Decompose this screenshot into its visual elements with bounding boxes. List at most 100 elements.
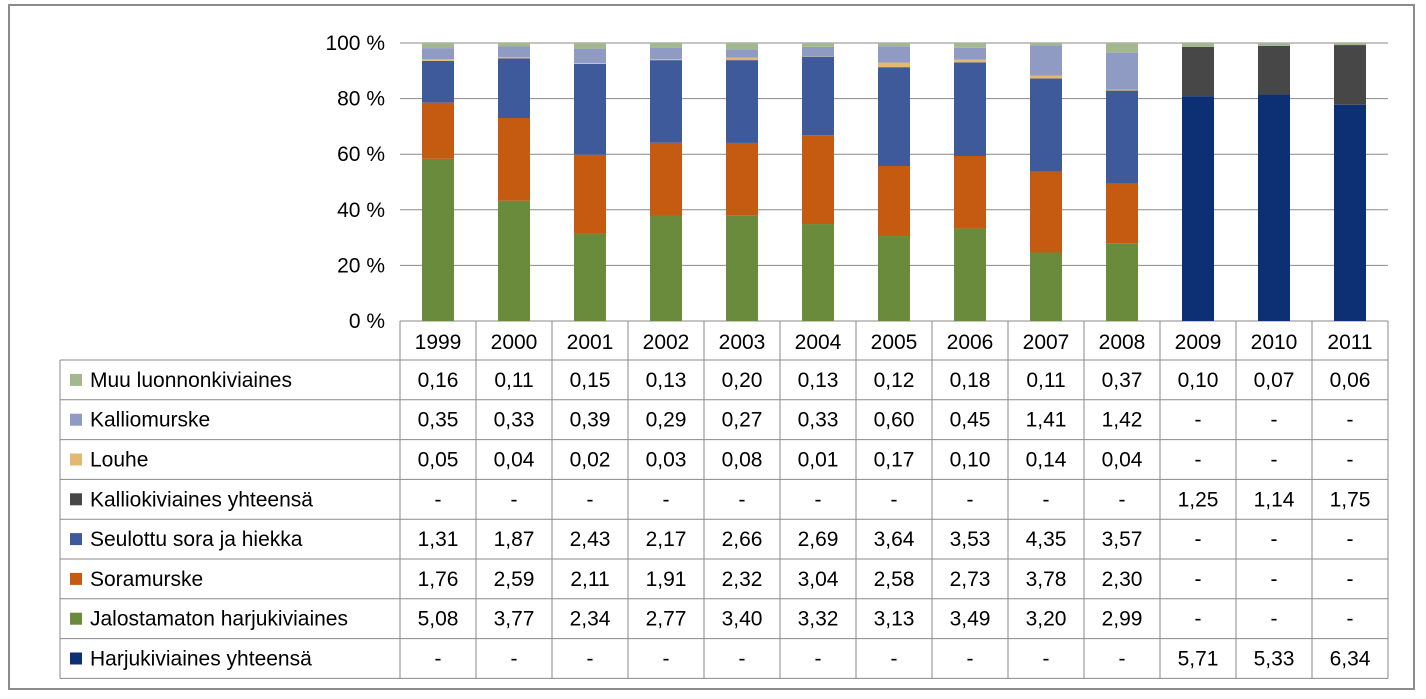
bar-segment xyxy=(802,46,834,57)
data-label: - xyxy=(1043,488,1050,511)
data-label: 3,77 xyxy=(494,608,535,631)
bar-segment xyxy=(498,58,530,119)
bar-segment xyxy=(650,47,682,59)
legend-key xyxy=(70,612,82,625)
data-label: 5,33 xyxy=(1254,648,1295,671)
data-table: 1999 2000 2001 2002 2003 2004 2005 2006 2007 2008… xyxy=(59,321,1389,679)
bar-segment xyxy=(574,43,606,49)
bar-segment xyxy=(650,60,682,143)
data-label: 4,35 xyxy=(1026,528,1067,551)
data-label: 1,41 xyxy=(1026,409,1067,432)
bar-segment xyxy=(422,158,454,321)
x-category-label: 2011 xyxy=(1327,331,1372,354)
x-category-label: 2008 xyxy=(1099,331,1146,354)
data-label: 0,11 xyxy=(1026,369,1065,392)
bar-segment xyxy=(1106,90,1138,184)
data-label: 0,18 xyxy=(950,369,991,392)
y-tick-label: 20 % xyxy=(337,254,385,277)
data-label: - xyxy=(1195,568,1202,591)
bar-segment xyxy=(650,215,682,321)
x-category-label: 2005 xyxy=(871,331,918,354)
data-label: 0,20 xyxy=(722,369,763,392)
data-label: 0,03 xyxy=(646,449,687,472)
data-label: 3,64 xyxy=(874,528,915,551)
legend-label: Kalliokiviaines yhteensä xyxy=(90,488,313,511)
bar-segment xyxy=(1106,52,1138,90)
y-tick-label: 80 % xyxy=(337,88,385,111)
bar-segment xyxy=(878,165,910,237)
data-label: - xyxy=(1271,568,1278,591)
legend-key xyxy=(70,652,82,665)
data-label: 2,69 xyxy=(798,528,839,551)
legend-label: Muu luonnonkiviaines xyxy=(90,369,292,392)
bar-segment xyxy=(1182,43,1214,47)
x-category-label: 2003 xyxy=(719,331,766,354)
bar-segment xyxy=(1258,94,1290,321)
x-category-label: 2002 xyxy=(643,331,690,354)
data-label: 0,13 xyxy=(646,369,687,392)
data-label: - xyxy=(739,648,746,671)
bar-segment xyxy=(574,233,606,321)
data-label: 2,30 xyxy=(1102,568,1143,591)
data-label: - xyxy=(1195,608,1202,631)
data-label: 5,08 xyxy=(418,608,459,631)
bar-segment xyxy=(1334,43,1366,46)
data-label: 5,71 xyxy=(1178,648,1219,671)
bar-segment xyxy=(1182,46,1214,97)
data-label: 3,49 xyxy=(950,608,991,631)
bar-segment xyxy=(954,156,986,229)
bar-segment xyxy=(1030,75,1062,79)
data-label: 1,31 xyxy=(418,528,459,551)
data-label: - xyxy=(815,488,822,511)
y-tick-label: 0 % xyxy=(349,310,385,333)
legend-key xyxy=(70,413,82,426)
bar-segment xyxy=(574,63,606,155)
data-label: 2,99 xyxy=(1102,608,1143,631)
legend-key xyxy=(70,493,82,506)
legend-label: Kalliomurske xyxy=(90,409,210,432)
data-label: 3,57 xyxy=(1102,528,1143,551)
bar-segment xyxy=(422,48,454,60)
bar-segment xyxy=(422,59,454,61)
bar-segment xyxy=(726,60,758,143)
data-label: - xyxy=(1271,608,1278,631)
bar-segment xyxy=(1030,171,1062,253)
bar-segment xyxy=(1106,43,1138,53)
data-label: 0,12 xyxy=(874,369,915,392)
data-label: 1,42 xyxy=(1102,409,1143,432)
data-label: - xyxy=(1347,528,1354,551)
legend-label: Louhe xyxy=(90,449,148,472)
bar-segment xyxy=(878,62,910,68)
bar-segment xyxy=(574,63,606,64)
bar-segment xyxy=(802,224,834,321)
bar-segment xyxy=(498,200,530,321)
data-label: 0,16 xyxy=(418,369,459,392)
y-tick-label: 60 % xyxy=(337,143,385,166)
data-label: 0,06 xyxy=(1330,369,1371,392)
bar-segment xyxy=(1030,45,1062,76)
data-label: - xyxy=(1271,409,1278,432)
legend-key xyxy=(70,572,82,585)
bar-segment xyxy=(1258,45,1290,95)
x-category-label: 2009 xyxy=(1175,331,1222,354)
data-label: 2,43 xyxy=(570,528,611,551)
data-label: - xyxy=(587,488,594,511)
bar-segment xyxy=(802,43,834,47)
bars xyxy=(422,43,1366,322)
bar-segment xyxy=(1106,183,1138,244)
bar-segment xyxy=(1258,43,1290,46)
data-label: - xyxy=(1195,449,1202,472)
bar-segment xyxy=(574,48,606,64)
data-label: 3,32 xyxy=(798,608,839,631)
data-label: - xyxy=(663,488,670,511)
data-label: 2,66 xyxy=(722,528,763,551)
data-label: - xyxy=(1347,449,1354,472)
data-label: 2,77 xyxy=(646,608,687,631)
bar-segment xyxy=(1030,252,1062,321)
data-label: 1,75 xyxy=(1330,488,1371,511)
data-label: 1,87 xyxy=(494,528,535,551)
data-label: 2,73 xyxy=(950,568,991,591)
bar-segment xyxy=(726,215,758,321)
data-label: 0,33 xyxy=(494,409,535,432)
x-category-label: 2007 xyxy=(1023,331,1070,354)
